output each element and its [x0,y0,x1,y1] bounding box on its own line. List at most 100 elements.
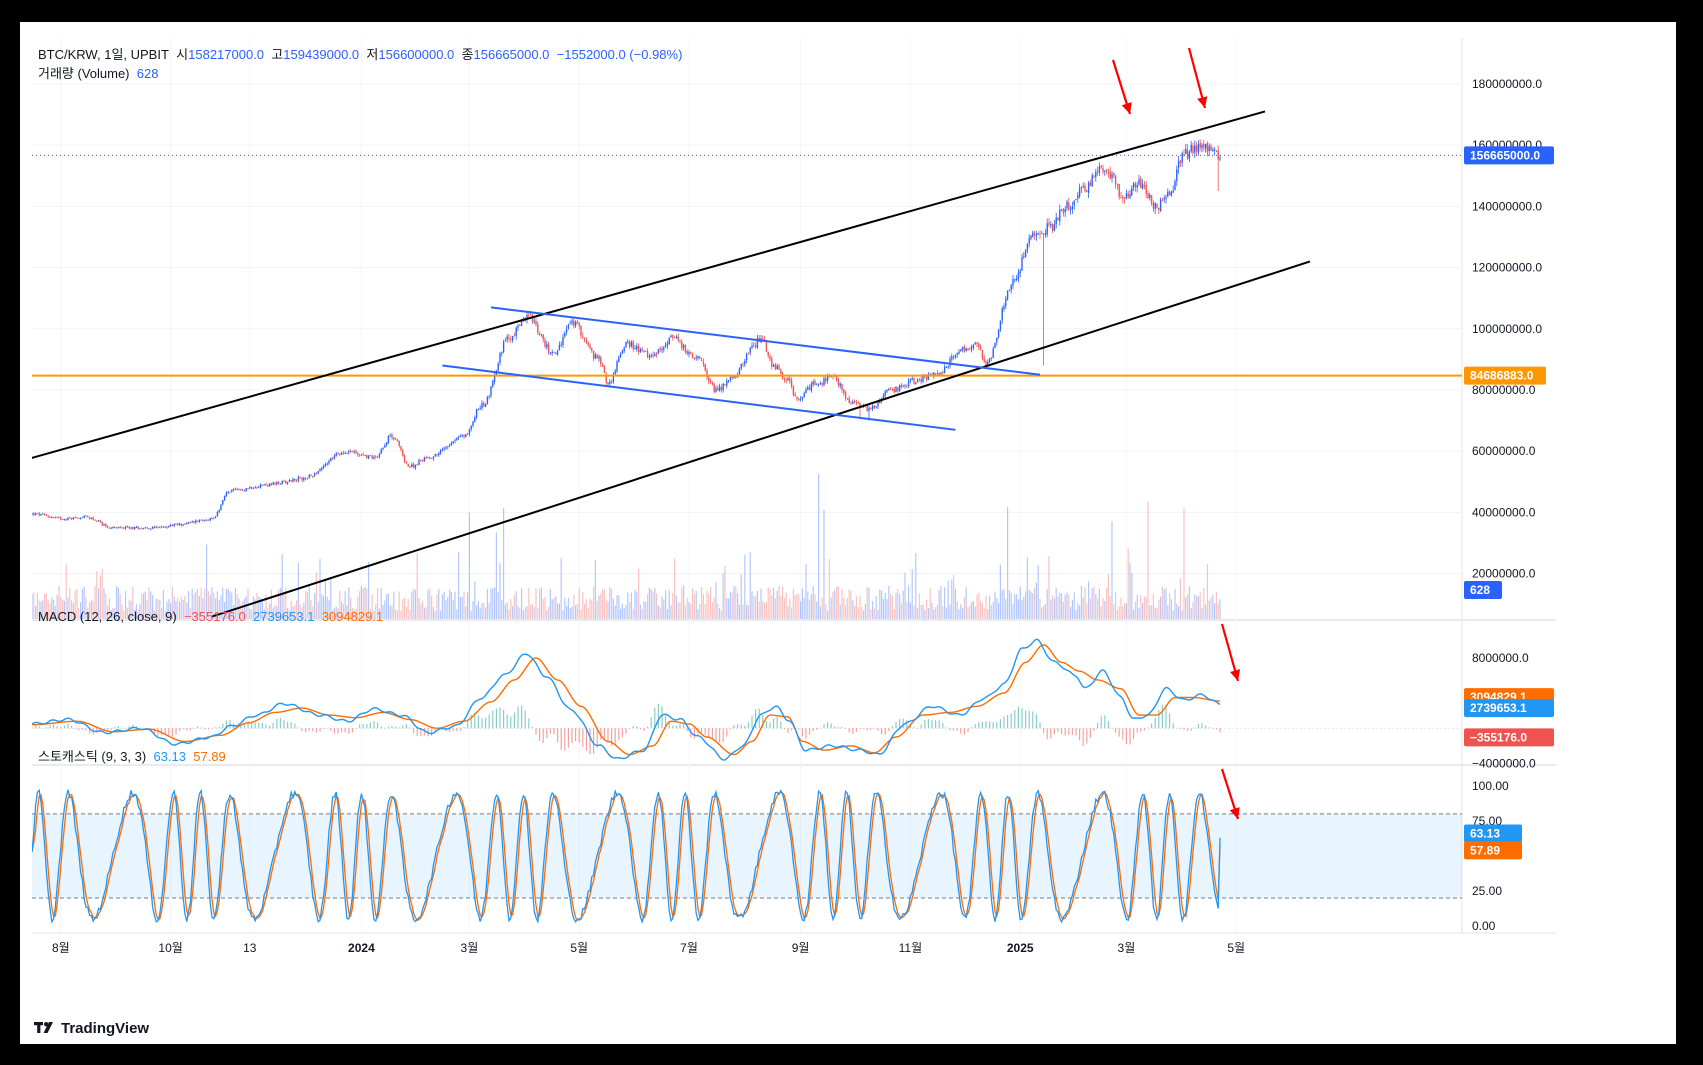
macd-histogram-bar [1032,711,1034,729]
volume-bar [497,591,499,619]
trendlines[interactable] [23,110,1462,618]
candle-body [382,447,384,450]
candle-body [562,337,564,345]
candle-body [893,389,895,393]
candle-body [78,518,80,519]
volume-bar [771,594,773,619]
candle-body [310,474,312,476]
candle-body [1208,145,1210,152]
volume-bar [893,609,895,619]
chart-canvas[interactable]: 180000000.0160000000.0140000000.01200000… [20,22,1676,1044]
volume-bar [38,600,40,619]
volume-bar [54,605,56,619]
candle-body [130,527,132,529]
volume-bar [378,608,380,619]
volume-bar [1217,603,1219,619]
macd-histogram-bar [582,728,584,747]
volume-bar [807,591,809,619]
symbol-name[interactable]: BTC/KRW, 1일, UPBIT [38,47,169,62]
candle-body [695,357,697,359]
volume-bar [1167,605,1169,619]
candle-body [1050,224,1052,226]
candle-body [267,484,269,487]
candle-body [652,354,654,357]
volume-bar [821,597,823,619]
high-value: 159439000.0 [283,47,360,62]
stochastic-axis-label: 100.00 [1472,779,1509,793]
volume-bar [839,604,841,619]
candle-body [1125,193,1128,199]
candle-body [999,320,1002,330]
volume-bar [350,597,352,619]
macd-histogram-bar [474,713,476,729]
price-axis-label: 80000000.0 [1472,383,1536,397]
candle-body [556,350,559,355]
volume-bar [744,554,746,619]
volume-bar [873,608,875,619]
volume-bar [1149,605,1151,619]
candle-body [87,516,89,518]
volume-bar [103,588,105,619]
grid-lines [32,38,1556,934]
candle-body [421,460,424,462]
candle-body [448,445,451,447]
volume-bar [814,594,816,619]
volume-label[interactable]: 거래량 (Volume) [38,66,130,81]
candle-body [303,478,305,481]
volume-bar [1212,594,1214,619]
volume-bar [1048,556,1050,619]
candle-body [796,396,798,399]
candle-body [159,526,161,528]
volume-bar [449,589,451,619]
macd-histogram-bar [650,717,652,729]
candle-body [976,342,978,344]
volume-bar [1093,586,1095,619]
candle-body [835,376,838,381]
candle-body [463,435,465,437]
volume-bar [285,587,287,619]
candle-body [479,407,481,409]
volume-bar [1097,598,1099,619]
candle-body [427,457,429,459]
volume-bar [125,591,127,619]
macd-histogram-bar [827,722,829,729]
macd-histogram-bar [1003,716,1005,729]
volume-bar [832,591,834,619]
volume-bar [364,586,366,619]
candle-body [470,426,472,430]
tradingview-logo-icon [34,1022,53,1033]
macd-histogram-bar [287,721,289,729]
volume-bar [720,610,722,619]
volume-bar [738,604,740,619]
volume-bar [728,598,730,619]
candle-body [704,364,706,371]
candle-body [430,458,433,459]
macd-histogram-bar [870,728,872,730]
tradingview-logo[interactable]: TradingView [34,1020,149,1037]
stochastic-label[interactable]: 스토캐스틱 (9, 3, 3) [38,749,147,764]
volume-bar [526,606,528,619]
candle-body [222,500,224,505]
volume-bar [432,606,434,619]
macd-label[interactable]: MACD (12, 26, close, 9) [38,609,177,624]
volume-bar [177,597,179,619]
candle-body [1168,191,1171,195]
candle-body [490,386,492,396]
macd-histogram-bar [42,728,44,729]
volume-bar [191,588,193,619]
volume-bar [812,586,814,619]
price-axis-label: 140000000.0 [1472,199,1542,213]
macd-histogram-bar [989,721,991,729]
volume-bar [962,607,964,619]
volume-bar [791,607,793,619]
volume-bar [805,564,807,619]
candle-body [668,338,670,344]
candle-body [738,368,741,375]
candle-body [1019,270,1021,274]
macd-histogram-bar [524,710,526,729]
candle-body [461,435,463,437]
volume-bar [74,590,76,619]
volume-bar [765,601,767,619]
volume-bar [915,553,917,619]
macd-histogram-bar [751,715,753,729]
